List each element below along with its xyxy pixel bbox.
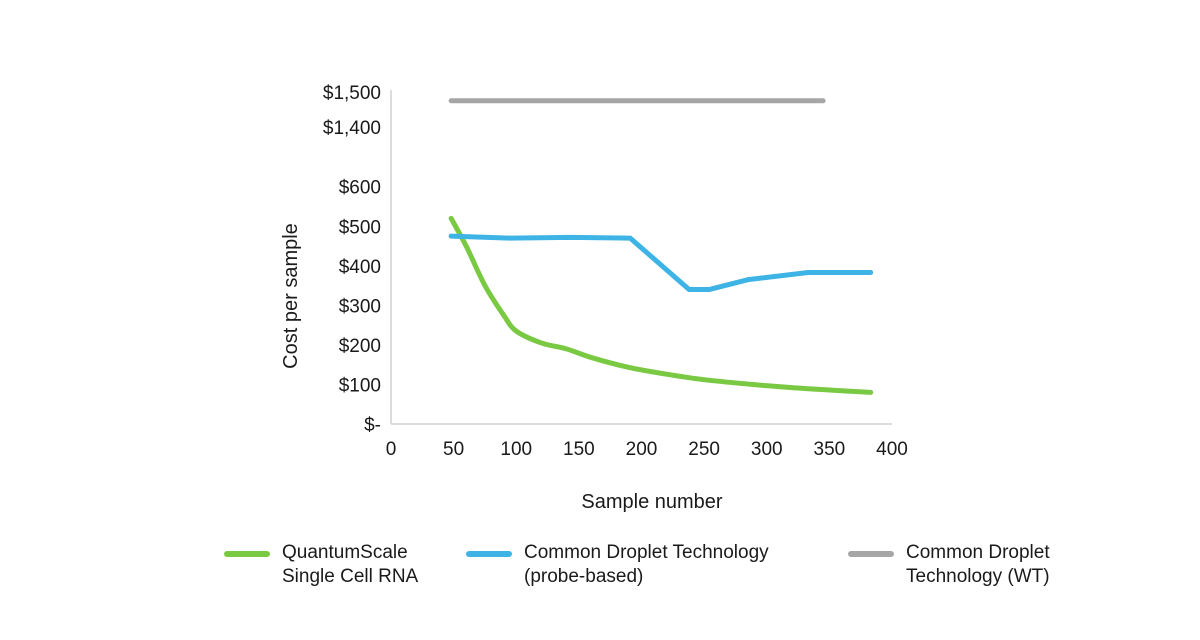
- x-tick-label: 350: [814, 439, 846, 460]
- x-tick-label: 200: [626, 439, 658, 460]
- x-tick-label: 300: [751, 439, 783, 460]
- y-tick-label: $-: [364, 415, 381, 436]
- legend-label-line: Common Droplet Technology: [524, 542, 769, 563]
- y-tick-label: $500: [339, 217, 381, 238]
- series-layer: [448, 98, 874, 395]
- y-tick-label: $400: [339, 257, 381, 278]
- y-tick-label: $300: [339, 296, 381, 317]
- legend-label-wt: Common Droplet Technology (WT): [906, 541, 1200, 589]
- legend-swatch-wt: [848, 551, 894, 557]
- legend-label-line: Technology (WT): [906, 566, 1050, 587]
- x-tick-label: 0: [386, 439, 397, 460]
- y-tick-label: $200: [339, 336, 381, 357]
- y-axis-ticks: $- $100 $200 $300 $400 $500 $600 $1,400 $1,500: [323, 83, 381, 436]
- x-tick-label: 100: [500, 439, 532, 460]
- y-tick-label: $600: [339, 178, 381, 199]
- y-tick-label: $100: [339, 375, 381, 396]
- legend-label-line: Single Cell RNA: [282, 566, 419, 587]
- legend-label-quantumscale: QuantumScale Single Cell RNA: [282, 541, 582, 589]
- x-tick-label: 250: [688, 439, 720, 460]
- y-tick-label: $1,400: [323, 118, 381, 139]
- legend-label-line: QuantumScale: [282, 542, 408, 563]
- legend-label-probe-based: Common Droplet Technology (probe-based): [524, 541, 824, 589]
- x-tick-label: 400: [876, 439, 908, 460]
- x-tick-label: 50: [443, 439, 464, 460]
- legend-item-probe-based: Common Droplet Technology (probe-based): [466, 541, 824, 589]
- legend-swatch-quantumscale: [224, 551, 270, 557]
- y-axis-title: Cost per sample: [280, 223, 302, 369]
- legend: QuantumScale Single Cell RNA Common Drop…: [0, 541, 1200, 601]
- x-axis-title: Sample number: [581, 491, 723, 513]
- legend-label-line: Common Droplet: [906, 542, 1050, 563]
- legend-item-wt: Common Droplet Technology (WT): [848, 541, 1200, 589]
- legend-item-quantumscale: QuantumScale Single Cell RNA: [224, 541, 582, 589]
- y-tick-label: $1,500: [323, 83, 381, 104]
- chart: $- $100 $200 $300 $400 $500 $600 $1,400 $1,500 0…: [280, 83, 908, 513]
- legend-label-line: (probe-based): [524, 566, 644, 587]
- series-line-probe-based: [448, 233, 874, 293]
- series-line-quantumscale: [448, 215, 874, 395]
- x-axis-ticks: 0 50 100 150 200 250 300 350 400: [386, 439, 908, 460]
- legend-swatch-probe-based: [466, 551, 512, 557]
- x-tick-label: 150: [563, 439, 595, 460]
